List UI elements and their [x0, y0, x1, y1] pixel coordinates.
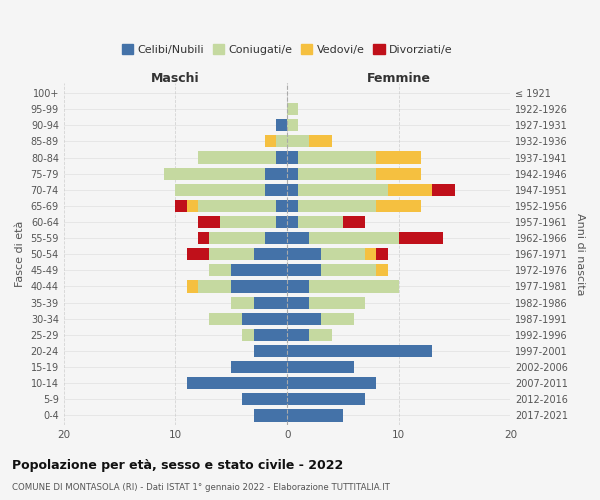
Bar [287, 264, 320, 276]
Bar [287, 168, 298, 179]
Bar [198, 200, 276, 212]
Bar [265, 184, 287, 196]
Bar [276, 119, 287, 132]
Bar [276, 136, 287, 147]
Bar [298, 184, 388, 196]
Bar [265, 136, 276, 147]
Bar [287, 329, 310, 341]
Bar [287, 280, 310, 292]
Bar [365, 248, 376, 260]
Bar [242, 312, 287, 325]
Bar [209, 232, 265, 244]
Bar [265, 168, 287, 179]
Bar [310, 296, 365, 308]
Bar [310, 232, 399, 244]
Bar [265, 232, 287, 244]
Bar [198, 216, 220, 228]
Text: Femmine: Femmine [367, 72, 431, 85]
Bar [242, 329, 254, 341]
Bar [376, 264, 388, 276]
Bar [376, 168, 421, 179]
Bar [187, 377, 287, 390]
Bar [399, 232, 443, 244]
Bar [276, 216, 287, 228]
Bar [287, 345, 433, 357]
Bar [287, 200, 298, 212]
Bar [287, 152, 298, 164]
Text: Maschi: Maschi [151, 72, 200, 85]
Y-axis label: Fasce di età: Fasce di età [15, 221, 25, 288]
Bar [320, 312, 354, 325]
Text: Popolazione per età, sesso e stato civile - 2022: Popolazione per età, sesso e stato civil… [12, 460, 343, 472]
Bar [254, 329, 287, 341]
Bar [310, 136, 332, 147]
Bar [187, 200, 198, 212]
Bar [198, 280, 231, 292]
Bar [376, 248, 388, 260]
Bar [209, 248, 254, 260]
Bar [175, 200, 187, 212]
Bar [242, 394, 287, 406]
Bar [320, 264, 376, 276]
Bar [320, 248, 365, 260]
Bar [231, 296, 254, 308]
Bar [310, 280, 399, 292]
Bar [388, 184, 433, 196]
Bar [254, 410, 287, 422]
Bar [175, 184, 265, 196]
Bar [310, 329, 332, 341]
Bar [298, 152, 376, 164]
Bar [198, 152, 276, 164]
Bar [287, 312, 320, 325]
Bar [433, 184, 455, 196]
Bar [298, 200, 376, 212]
Bar [343, 216, 365, 228]
Bar [287, 232, 310, 244]
Bar [287, 248, 320, 260]
Bar [287, 216, 298, 228]
Bar [276, 200, 287, 212]
Bar [198, 232, 209, 244]
Y-axis label: Anni di nascita: Anni di nascita [575, 213, 585, 296]
Bar [254, 296, 287, 308]
Bar [220, 216, 276, 228]
Bar [209, 264, 231, 276]
Bar [164, 168, 265, 179]
Bar [287, 296, 310, 308]
Legend: Celibi/Nubili, Coniugati/e, Vedovi/e, Divorziati/e: Celibi/Nubili, Coniugati/e, Vedovi/e, Di… [118, 41, 456, 58]
Bar [231, 361, 287, 373]
Bar [298, 216, 343, 228]
Bar [287, 361, 354, 373]
Bar [287, 184, 298, 196]
Bar [187, 280, 198, 292]
Bar [287, 103, 298, 115]
Bar [276, 152, 287, 164]
Bar [376, 200, 421, 212]
Bar [231, 264, 287, 276]
Bar [287, 119, 298, 132]
Bar [376, 152, 421, 164]
Text: COMUNE DI MONTASOLA (RI) - Dati ISTAT 1° gennaio 2022 - Elaborazione TUTTITALIA.: COMUNE DI MONTASOLA (RI) - Dati ISTAT 1°… [12, 484, 390, 492]
Bar [287, 377, 376, 390]
Bar [298, 168, 376, 179]
Bar [287, 410, 343, 422]
Bar [231, 280, 287, 292]
Bar [187, 248, 209, 260]
Bar [254, 345, 287, 357]
Bar [287, 136, 310, 147]
Bar [209, 312, 242, 325]
Bar [287, 394, 365, 406]
Bar [254, 248, 287, 260]
